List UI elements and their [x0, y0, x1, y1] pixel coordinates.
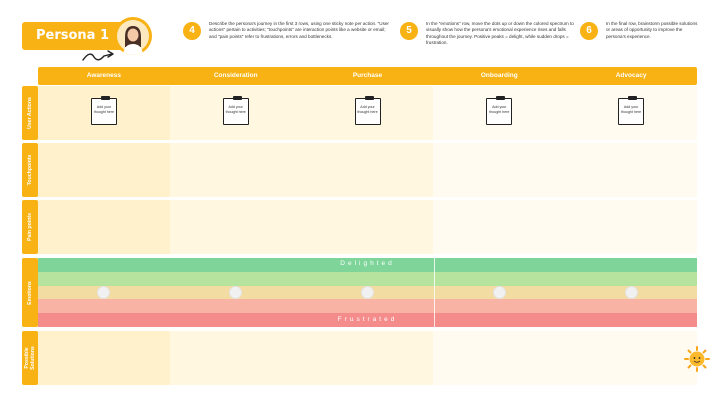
emotion-band-4: [38, 299, 697, 314]
row-label-touchpoints: Touchpoints: [22, 143, 38, 197]
emotion-top-label: Delighted: [340, 260, 395, 267]
cell-possible-solutions-3[interactable]: [301, 331, 434, 385]
emotion-bottom-label: Frustrated: [337, 316, 398, 323]
cell-pain-points-3[interactable]: [301, 200, 434, 254]
tape-icon: [100, 96, 110, 100]
tape-icon: [628, 96, 638, 100]
cell-pain-points-1[interactable]: [38, 200, 170, 254]
cell-pain-points-4[interactable]: [433, 200, 566, 254]
cell-possible-solutions-5[interactable]: [565, 331, 697, 385]
sticky-note-1[interactable]: Add your thought here: [90, 96, 117, 125]
stage-header-bar: Awareness Consideration Purchase Onboard…: [38, 67, 697, 85]
sticky-note-text: Add your thought here: [621, 105, 642, 114]
persona-tag[interactable]: Persona 1: [22, 22, 130, 50]
emotion-band-2: [38, 271, 697, 286]
stage-onboarding: Onboarding: [480, 72, 518, 79]
emotion-dot-3[interactable]: [361, 286, 374, 299]
step-4-text: Describe the persona's journey in the fi…: [209, 21, 389, 39]
cell-touchpoints-2[interactable]: [169, 143, 302, 197]
emotion-band-5: [38, 313, 697, 328]
emotion-dot-5[interactable]: [624, 286, 638, 299]
sticky-note-text: Add your thought here: [489, 105, 510, 114]
row-label-possible-solutions: Possible Solutions: [22, 331, 38, 385]
sticky-note-4[interactable]: Add your thought here: [486, 96, 513, 125]
row-label-user-actions: User Actions: [22, 86, 38, 140]
stage-consideration: Consideration: [213, 72, 258, 79]
step-6-badge: 6: [580, 22, 598, 40]
step-6-text: In the final row, brainstorm possible so…: [606, 21, 698, 39]
emotion-band-1: [38, 258, 697, 273]
stage-advocacy: Advocacy: [615, 72, 647, 79]
cell-touchpoints-4[interactable]: [433, 143, 566, 197]
cell-pain-points-2[interactable]: [169, 200, 302, 254]
cell-touchpoints-5[interactable]: [565, 143, 697, 197]
step-5-badge: 5: [400, 22, 418, 40]
row-label-pain-points: Pain points: [22, 200, 38, 254]
tape-icon: [364, 96, 374, 100]
arrow-doodle-icon: [82, 50, 114, 61]
emotion-dot-1[interactable]: [97, 286, 111, 299]
persona-avatar: [114, 17, 152, 55]
sticky-note-text: Add your thought here: [225, 105, 246, 114]
step-4-badge: 4: [183, 22, 201, 40]
stage-awareness: Awareness: [86, 72, 121, 79]
emotion-dot-2[interactable]: [229, 286, 243, 299]
sticky-note-5[interactable]: Add your thought here: [618, 96, 645, 125]
sticky-note-text: Add your thought here: [93, 105, 114, 114]
sticky-note-2[interactable]: Add your thought here: [222, 96, 249, 125]
emotion-divider: [434, 258, 435, 327]
cell-possible-solutions-4[interactable]: [433, 331, 566, 385]
tape-icon: [496, 96, 506, 100]
sun-icon: [684, 346, 710, 372]
step-5-text: In the "emotions" row, move the dots up …: [426, 21, 574, 46]
avatar-icon: [117, 20, 149, 55]
persona-title: Persona 1: [36, 28, 110, 43]
emotion-dot-4[interactable]: [492, 286, 506, 299]
sticky-note-3[interactable]: Add your thought here: [354, 96, 381, 125]
cell-possible-solutions-2[interactable]: [169, 331, 302, 385]
sticky-note-text: Add your thought here: [357, 105, 378, 114]
row-label-emotions: Emotions: [22, 258, 38, 327]
cell-touchpoints-1[interactable]: [38, 143, 170, 197]
stage-purchase: Purchase: [352, 72, 383, 79]
tape-icon: [232, 96, 242, 100]
cell-pain-points-5[interactable]: [565, 200, 697, 254]
cell-possible-solutions-1[interactable]: [38, 331, 170, 385]
cell-touchpoints-3[interactable]: [301, 143, 434, 197]
